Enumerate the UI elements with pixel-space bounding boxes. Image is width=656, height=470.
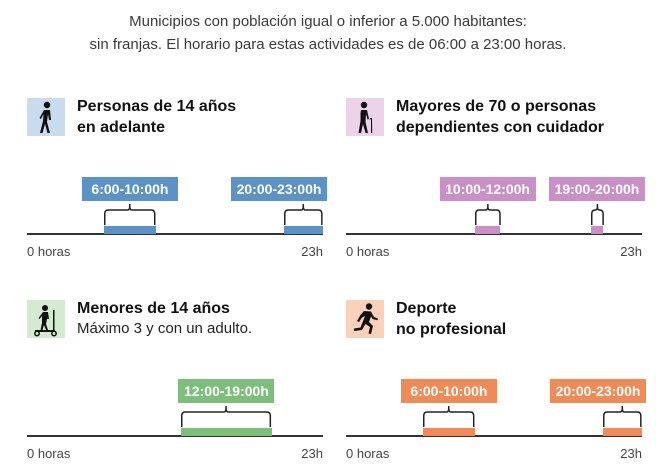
timeline: 0 horas 23h 10:00-12:00h 19:00-20:00h — [346, 168, 645, 268]
axis-end-label: 23h — [301, 446, 323, 461]
timeline: 0 horas 23h 6:00-10:00h 20:00-23:00h — [346, 370, 646, 470]
section-sport: Deporte no profesional 0 horas 23h 6:00-10… — [346, 300, 646, 470]
section-minors: Menores de 14 años Máximo 3 y con un adu… — [27, 300, 327, 470]
time-slot-brace — [590, 204, 604, 226]
timeline-axis — [27, 233, 323, 235]
intro-text: Municipios con población igual o inferio… — [0, 10, 656, 56]
section-title: Personas de 14 años en adelante — [77, 98, 237, 136]
time-slot-bar — [423, 428, 475, 436]
timeline-axis — [27, 435, 323, 437]
timeline: 0 horas 23h 12:00-19:00h — [27, 370, 323, 470]
running-person-icon — [346, 300, 384, 338]
time-slot-brace — [423, 406, 475, 428]
elderly-with-cane-icon — [346, 98, 384, 136]
axis-end-label: 23h — [301, 244, 323, 259]
time-slot-brace — [104, 204, 156, 226]
section-title: Menores de 14 años — [77, 300, 230, 317]
axis-start-label: 0 horas — [346, 446, 390, 461]
time-slot-brace — [181, 406, 272, 428]
child-scooter-icon — [27, 300, 65, 338]
time-slot-bar — [104, 226, 156, 234]
axis-start-label: 0 horas — [27, 244, 71, 259]
time-slot-label: 12:00-19:00h — [178, 379, 275, 403]
timeline-axis — [346, 233, 642, 235]
walking-person-icon — [27, 98, 65, 136]
section-title: Deporte no profesional — [396, 300, 507, 338]
time-slot-label: 10:00-12:00h — [439, 177, 536, 201]
time-slot-label: 20:00-23:00h — [550, 379, 646, 403]
section-adults: Personas de 14 años en adelante 0 horas 2… — [27, 98, 327, 268]
time-slot-bar — [603, 428, 642, 436]
time-slot-brace — [284, 204, 323, 226]
axis-end-label: 23h — [620, 244, 642, 259]
time-slot-brace — [603, 406, 642, 428]
time-slot-bar — [284, 226, 323, 234]
time-slot-label: 6:00-10:00h — [400, 379, 497, 403]
time-slot-label: 6:00-10:00h — [81, 177, 178, 201]
section-elderly: Mayores de 70 o personas dependientes co… — [346, 98, 646, 268]
intro-line-1: Municipios con población igual o inferio… — [129, 13, 527, 30]
time-slot-bar — [474, 226, 501, 234]
time-slot-bar — [590, 226, 604, 234]
time-slot-label: 20:00-23:00h — [231, 177, 327, 201]
intro-line-2: sin franjas. El horario para estas activ… — [89, 36, 567, 53]
time-slot-label: 19:00-20:00h — [548, 177, 645, 201]
axis-start-label: 0 horas — [27, 446, 71, 461]
timeline-axis — [346, 435, 642, 437]
timeline: 0 horas 23h 6:00-10:00h 20:00-23:00h — [27, 168, 327, 268]
time-slot-bar — [181, 428, 272, 436]
section-title: Mayores de 70 o personas dependientes co… — [396, 98, 605, 136]
time-slot-brace — [474, 204, 501, 226]
axis-end-label: 23h — [620, 446, 642, 461]
axis-start-label: 0 horas — [346, 244, 390, 259]
section-subtitle: Máximo 3 y con un adulto. — [77, 320, 253, 337]
